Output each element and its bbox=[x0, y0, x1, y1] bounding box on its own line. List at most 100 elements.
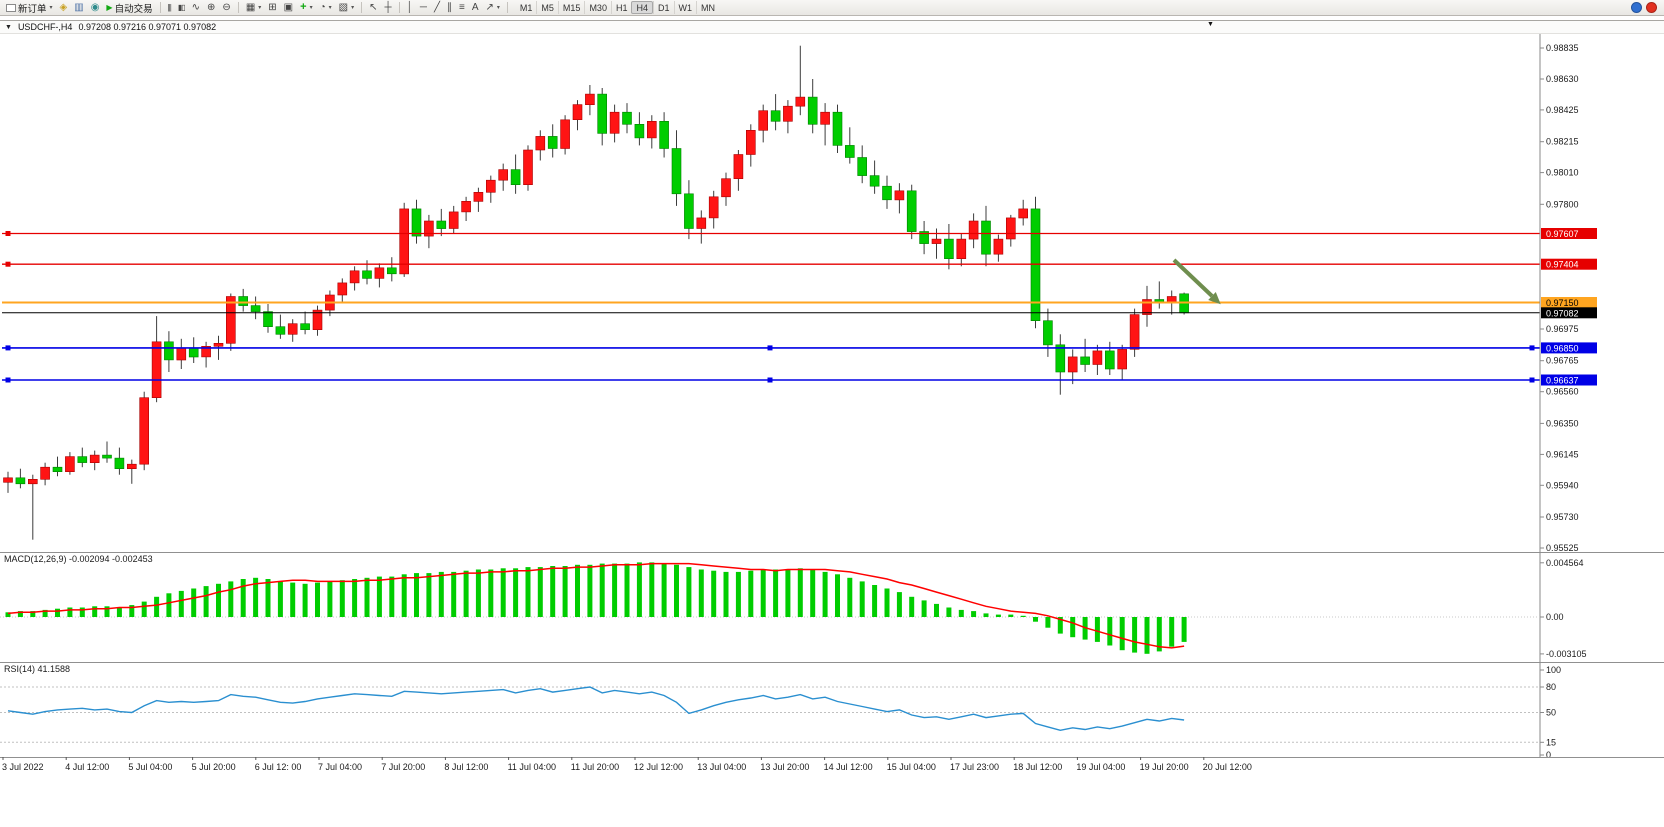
rsi-axis-labels: 100 80 50 15 0 bbox=[1540, 665, 1561, 757]
resistance-line-2-price-tag bbox=[1541, 258, 1597, 270]
new-window-button[interactable]: ⊞ bbox=[265, 1, 279, 15]
svg-text:0.97150: 0.97150 bbox=[1546, 298, 1579, 308]
terminal-button[interactable]: ▥ bbox=[71, 1, 86, 15]
text-tool-button[interactable]: A bbox=[469, 1, 482, 15]
one-click-trading-toggle[interactable]: ▼ bbox=[5, 23, 12, 31]
time-axis-labels: 3 Jul 2022 4 Jul 12:00 5 Jul 04:00 5 Jul 20… bbox=[2, 757, 1252, 772]
indicators-button[interactable]: + ▾ bbox=[297, 1, 315, 15]
new-order-label: 新订单 bbox=[18, 3, 47, 15]
templates-button[interactable]: ▧ ▾ bbox=[336, 1, 357, 15]
svg-text:50: 50 bbox=[1546, 708, 1556, 718]
arrows-tool-button[interactable]: ↗ ▾ bbox=[482, 1, 502, 15]
chevron-down-icon: ▾ bbox=[49, 4, 53, 11]
svg-text:100: 100 bbox=[1546, 665, 1561, 675]
svg-text:13 Jul 04:00: 13 Jul 04:00 bbox=[697, 762, 746, 772]
macd-panel: MACD(12,26,9) -0.002094 -0.002453 0.0045… bbox=[0, 552, 1664, 662]
timeframe-m5-button[interactable]: M5 bbox=[536, 1, 558, 14]
community-icon[interactable] bbox=[1631, 2, 1642, 13]
svg-text:6 Jul 12: 00: 6 Jul 12: 00 bbox=[255, 762, 302, 772]
timeframe-d1-button[interactable]: D1 bbox=[652, 1, 674, 14]
time-axis[interactable]: 3 Jul 2022 4 Jul 12:00 5 Jul 04:00 5 Jul 20… bbox=[0, 757, 1664, 777]
svg-text:3 Jul 2022: 3 Jul 2022 bbox=[2, 762, 44, 772]
zoom-out-button[interactable]: ⊖ bbox=[219, 1, 233, 15]
fibonacci-tool-button[interactable]: ≡ bbox=[456, 1, 468, 15]
vertical-line-tool-button[interactable]: │ bbox=[404, 1, 416, 15]
chart-info-bar: ▼ USDCHF-,H4 0.97208 0.97216 0.97071 0.9… bbox=[0, 20, 1664, 34]
channel-tool-button[interactable]: ∥ bbox=[444, 1, 455, 15]
timeframe-mn-button[interactable]: MN bbox=[696, 1, 719, 14]
price-axis-labels: 0.98835 0.98630 0.98425 0.98215 0.98010 0.978… bbox=[1539, 34, 1597, 552]
line-chart-mode-button[interactable]: ∿ bbox=[189, 1, 203, 15]
svg-text:11 Jul 04:00: 11 Jul 04:00 bbox=[508, 762, 556, 772]
zoom-in-button[interactable]: ⊕ bbox=[204, 1, 218, 15]
rsi-label: RSI(14) 41.1588 bbox=[4, 664, 71, 674]
arrange-windows-button[interactable]: ▣ bbox=[281, 1, 296, 15]
horizontal-line-tool-button[interactable]: ─ bbox=[417, 1, 430, 15]
horizontal-levels bbox=[2, 231, 1540, 383]
periods-button[interactable]: ◔ ▾ bbox=[317, 1, 335, 15]
svg-text:0.97082: 0.97082 bbox=[1546, 308, 1579, 318]
support-line-2-handle[interactable] bbox=[5, 377, 11, 383]
trendline-tool-button[interactable]: ╱ bbox=[431, 1, 443, 15]
svg-text:0.96637: 0.96637 bbox=[1546, 376, 1579, 386]
svg-text:14 Jul 12:00: 14 Jul 12:00 bbox=[824, 762, 873, 772]
svg-text:0.97607: 0.97607 bbox=[1546, 229, 1579, 239]
timeframe-w1-button[interactable]: W1 bbox=[673, 1, 697, 14]
svg-text:0.96350: 0.96350 bbox=[1546, 418, 1579, 428]
toolbar-separator bbox=[398, 2, 400, 13]
timeframe-h1-button[interactable]: H1 bbox=[610, 1, 632, 14]
svg-text:0.96765: 0.96765 bbox=[1546, 356, 1579, 366]
autotrading-button[interactable]: ▶ 自动交易 bbox=[103, 1, 155, 15]
bid-price-line-price-tag bbox=[1541, 307, 1597, 319]
tile-windows-icon: ▦ bbox=[245, 1, 256, 13]
timeframe-m1-button[interactable]: M1 bbox=[519, 2, 533, 13]
alerts-icon[interactable] bbox=[1646, 2, 1657, 13]
timeframe-group: M1 M5 M15 M30 H1 H4 D1 W1 MN bbox=[516, 1, 719, 14]
rsi-canvas[interactable]: 100 80 50 15 0 bbox=[0, 662, 1664, 757]
timeframe-h4-button[interactable]: H4 bbox=[631, 1, 653, 14]
resistance-line-2-handle[interactable] bbox=[5, 261, 11, 267]
svg-text:0.00: 0.00 bbox=[1546, 612, 1564, 622]
tile-windows-button[interactable]: ▦ ▾ bbox=[243, 1, 264, 15]
annotation-arrow[interactable] bbox=[1172, 258, 1221, 305]
crosshair-tool-button[interactable]: ┼ bbox=[382, 1, 395, 15]
bar-chart-mode-button[interactable]: ||| bbox=[165, 1, 174, 15]
market-watch-button[interactable]: ◈ bbox=[57, 1, 71, 15]
resistance-line-1-handle[interactable] bbox=[5, 231, 11, 236]
support-line-1-handle[interactable] bbox=[5, 345, 11, 351]
timeframe-m30-button[interactable]: M30 bbox=[584, 1, 611, 14]
support-line-2-handle[interactable] bbox=[1529, 377, 1535, 383]
toolbar-separator bbox=[159, 2, 161, 13]
main-chart-canvas[interactable]: 0.98835 0.98630 0.98425 0.98215 0.98010 0.978… bbox=[0, 34, 1664, 552]
ohlc-quote: 0.97208 0.97216 0.97071 0.97082 bbox=[78, 22, 217, 32]
market-watch-icon: ◈ bbox=[59, 1, 68, 13]
svg-text:0.98835: 0.98835 bbox=[1546, 43, 1579, 53]
text-tool-icon: A bbox=[471, 1, 479, 13]
toolbar-separator bbox=[237, 2, 239, 13]
svg-text:0.95940: 0.95940 bbox=[1546, 480, 1579, 490]
symbol-period-label: USDCHF-,H4 bbox=[17, 22, 73, 32]
svg-text:12 Jul 12:00: 12 Jul 12:00 bbox=[634, 762, 683, 772]
macd-canvas[interactable]: 0.004564 0.00 -0.003105 bbox=[0, 552, 1664, 662]
macd-histogram bbox=[5, 562, 1187, 654]
new-window-icon: ⊞ bbox=[268, 1, 277, 13]
svg-text:7 Jul 20:00: 7 Jul 20:00 bbox=[381, 762, 425, 772]
toolbar-right-group bbox=[1631, 2, 1661, 13]
navigator-button[interactable]: ◉ bbox=[88, 1, 103, 15]
zoom-in-icon: ⊕ bbox=[207, 1, 216, 13]
horizontal-line-icon: ─ bbox=[419, 1, 427, 13]
svg-text:0.97800: 0.97800 bbox=[1546, 199, 1579, 209]
support-line-2-handle[interactable] bbox=[767, 377, 773, 383]
support-line-1-handle[interactable] bbox=[767, 345, 773, 351]
svg-text:11 Jul 20:00: 11 Jul 20:00 bbox=[571, 762, 619, 772]
candlestick-mode-button[interactable]: ▮▯ bbox=[175, 1, 188, 15]
chart-shift-marker[interactable]: ▼ bbox=[1207, 21, 1214, 28]
new-order-button[interactable]: 新订单 ▾ bbox=[3, 1, 56, 15]
timeframe-m15-button[interactable]: M15 bbox=[557, 1, 585, 14]
svg-text:0.98215: 0.98215 bbox=[1546, 137, 1579, 147]
svg-text:13 Jul 20:00: 13 Jul 20:00 bbox=[760, 762, 809, 772]
autotrading-play-icon: ▶ bbox=[106, 2, 113, 12]
support-line-1-handle[interactable] bbox=[1529, 345, 1535, 351]
chevron-down-icon: ▾ bbox=[258, 4, 262, 11]
cursor-tool-button[interactable]: ↖ bbox=[366, 1, 380, 15]
